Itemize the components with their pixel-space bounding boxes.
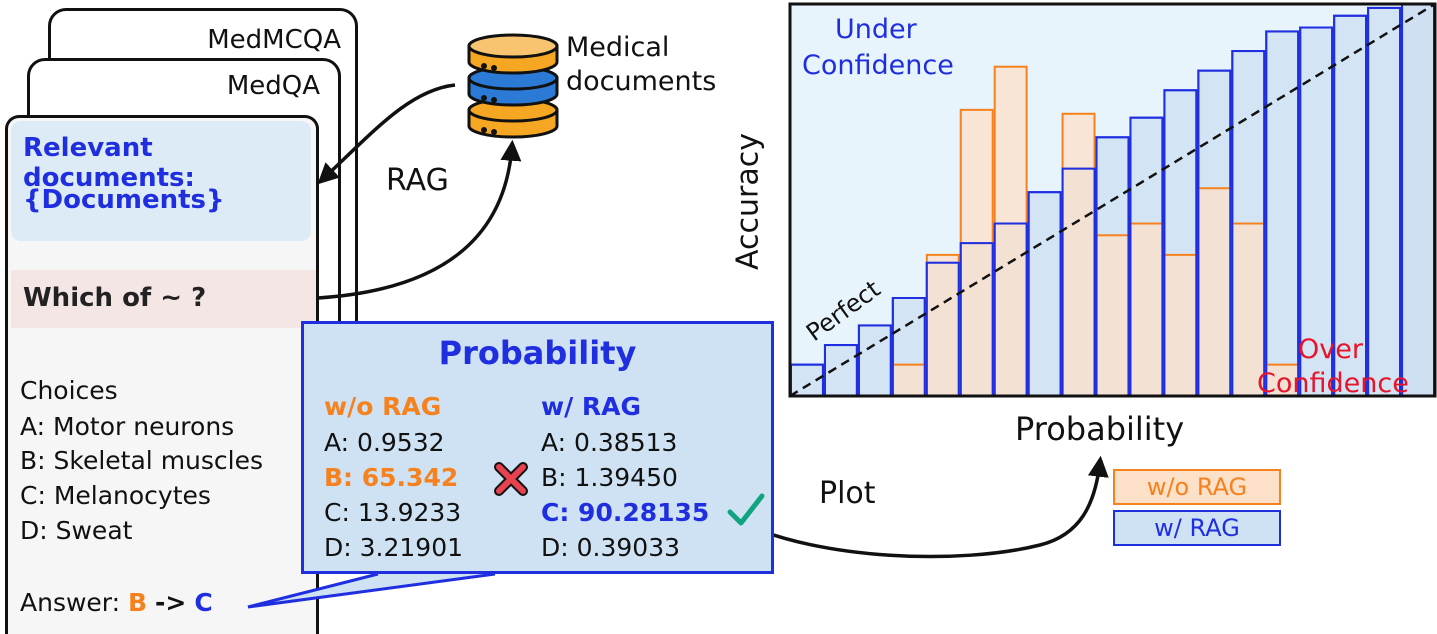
answer-after: C — [194, 588, 213, 617]
callout-tail — [247, 572, 496, 609]
w-rag-d: D: 0.39033 — [541, 533, 681, 562]
documents-heading: Relevant documents: — [23, 133, 195, 193]
bar-w-rag-18 — [1401, 3, 1435, 397]
bar-wo-rag-3 — [891, 363, 926, 398]
bar-wo-rag-9 — [1095, 234, 1130, 397]
cross-mark-icon — [494, 462, 528, 496]
wo-rag-a: A: 0.9532 — [324, 428, 445, 457]
choice-b: B: Skeletal muscles — [20, 446, 264, 475]
prompt-card: Relevant documents: {Documents} Which of… — [5, 115, 319, 634]
bar-wo-rag-6 — [993, 65, 1028, 397]
bar-wo-rag-10 — [1129, 222, 1164, 397]
bar-wo-rag-12 — [1197, 187, 1232, 397]
chart-ylabel: Accuracy — [730, 133, 766, 270]
documents-section: Relevant documents: {Documents} — [11, 121, 311, 241]
database-icon — [467, 33, 559, 139]
bar-wo-rag-5 — [959, 108, 994, 397]
answer-before: B — [128, 588, 148, 617]
bar-wo-rag-11 — [1163, 253, 1198, 397]
bar-wo-rag-8 — [1061, 112, 1096, 397]
database-label-line2: documents — [566, 66, 717, 97]
question-text: Which of ~ ? — [23, 283, 207, 313]
question-section: Which of ~ ? — [11, 270, 316, 328]
w-rag-b: B: 1.39450 — [541, 463, 678, 492]
wo-rag-b: B: 65.342 — [324, 463, 459, 492]
plot-label: Plot — [819, 476, 876, 511]
wo-rag-c: C: 13.9233 — [324, 498, 462, 527]
answer-label: Answer: — [20, 588, 121, 617]
probability-title: Probability — [438, 334, 637, 372]
choice-c: C: Melanocytes — [20, 481, 211, 510]
documents-placeholder: {Documents} — [23, 185, 225, 215]
perfect-calibration-line — [789, 2, 1436, 398]
arrow-db-to-documents — [317, 83, 456, 185]
card-medqa-title: MedQA — [226, 71, 320, 101]
wo-rag-d: D: 3.21901 — [324, 533, 464, 562]
choice-a: A: Motor neurons — [20, 412, 235, 441]
bar-w-rag-17 — [1367, 6, 1402, 397]
legend-wo-rag: w/o RAG — [1113, 469, 1281, 505]
card-medmcqa-title: MedMCQA — [207, 25, 341, 55]
annotation-over-line1: Over — [1298, 334, 1364, 365]
bar-w-rag-7 — [1027, 191, 1062, 397]
answer-arrow: -> — [155, 588, 187, 617]
legend-w-rag: w/ RAG — [1113, 510, 1281, 546]
bar-w-rag-2 — [857, 324, 892, 397]
w-rag-c: C: 90.28135 — [541, 498, 710, 527]
wo-rag-heading: w/o RAG — [324, 392, 442, 421]
bar-wo-rag-13 — [1231, 222, 1266, 397]
arrow-prob-to-plot — [739, 455, 1109, 559]
answer-line: Answer: B -> C — [20, 588, 213, 617]
arrow-question-to-db — [317, 139, 522, 300]
check-mark-icon — [727, 493, 765, 526]
w-rag-a: A: 0.38513 — [541, 428, 678, 457]
rag-label: RAG — [386, 163, 449, 198]
w-rag-heading: w/ RAG — [541, 392, 642, 421]
annotation-under-line2: Confidence — [802, 50, 954, 81]
database-label-line1: Medical — [566, 32, 670, 63]
bar-w-rag-14 — [1265, 30, 1300, 397]
choice-d: D: Sweat — [20, 516, 133, 545]
bar-w-rag-15 — [1299, 26, 1334, 398]
chart-xlabel: Probability — [1015, 410, 1185, 448]
bar-wo-rag-4 — [925, 253, 960, 397]
choices-heading: Choices — [20, 376, 118, 405]
probability-box: Probability w/o RAG w/ RAG A: 0.9532 B: … — [301, 321, 774, 574]
chart-frame — [788, 2, 1437, 398]
annotation-under-line1: Under — [835, 14, 918, 45]
annotation-over-line2: Confidence — [1257, 368, 1409, 399]
